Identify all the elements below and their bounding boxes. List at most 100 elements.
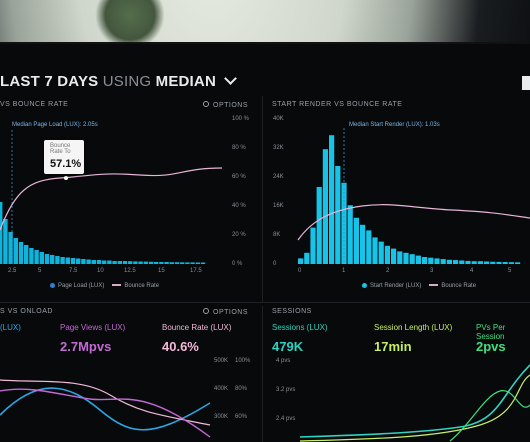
x-tick-pageload: 17.5 [190, 268, 202, 274]
header-median: MEDIAN [155, 73, 216, 90]
y-tick-startrender: 8K [273, 232, 281, 238]
tooltip-label: Bounce Rate To [50, 143, 71, 155]
pageload-bar [96, 260, 102, 264]
date-range-selector[interactable]: LAST 7 DAYS USING MEDIAN [0, 72, 238, 90]
startrender-bar [459, 260, 465, 264]
options-button-left[interactable]: OPTIONS [203, 101, 248, 109]
chevron-down-icon[interactable] [224, 72, 238, 85]
y-tick-bounce: 40 % [232, 203, 246, 209]
x-tick-pageload: 15 [158, 268, 165, 274]
legend-line-label: Bounce Rate [441, 283, 477, 289]
pageload-bar [143, 261, 148, 264]
panel-title-sessions: SESSIONS [272, 308, 312, 315]
tick-b-2: 60% [235, 414, 248, 420]
startrender-bar [515, 262, 521, 264]
pageload-bar [195, 262, 200, 264]
startrender-bar [298, 258, 304, 264]
header-using: USING [102, 73, 152, 90]
metric-label-bounce: Bounce Rate (LUX) [162, 323, 232, 332]
startrender-bar [378, 241, 384, 264]
sessions-line-green [299, 364, 530, 438]
pageload-bar [102, 260, 107, 264]
startrender-bar [353, 217, 359, 264]
pageload-bar [0, 202, 3, 264]
bounce-rate-line-right [297, 204, 530, 241]
pageload-bar [81, 259, 86, 264]
y-tick-bounce: 60 % [232, 174, 246, 180]
startrender-bar [335, 166, 341, 264]
pageload-bar [70, 258, 76, 264]
pageload-bar [117, 261, 122, 264]
pageload-bar [13, 238, 18, 264]
tick-a-0: 500K [214, 358, 229, 364]
panel-title-startrender: START RENDER VS BOUNCE RATE [272, 101, 403, 108]
onload-line-blue [0, 387, 211, 431]
pageload-bar [44, 254, 50, 264]
gear-icon [203, 308, 209, 314]
pageload-bar [112, 261, 117, 264]
tooltip-point [64, 176, 68, 180]
startrender-bar [502, 262, 508, 264]
tick-pvs-0: 4 pvs [276, 358, 291, 364]
panel-divider-v2 [262, 306, 263, 442]
x-tick-pageload: 12.5 [124, 268, 136, 274]
y-tick-startrender: 0 [273, 261, 277, 267]
options-button-left-bottom[interactable]: OPTIONS [203, 308, 248, 316]
startrender-bar [434, 258, 440, 264]
startrender-bar [496, 261, 502, 264]
legend-right: Start Render (LUX) Bounce Rate [362, 282, 476, 289]
metric-label-sessions: Sessions (LUX) [272, 323, 328, 332]
x-tick-pageload: 7.5 [69, 268, 78, 274]
pageload-bar [128, 261, 133, 264]
metric-label-pageviews: Page Views (LUX) [60, 323, 126, 332]
panel-divider-v [262, 96, 263, 302]
x-tick-startrender: 4 [470, 268, 474, 274]
y-tick-bounce: 80 % [232, 145, 246, 151]
pageload-bar [29, 248, 34, 264]
x-tick-pageload: 10 [97, 268, 104, 274]
startrender-bar [477, 261, 483, 264]
x-tick-startrender: 2 [386, 268, 390, 274]
legend-line-icon [429, 284, 439, 286]
legend-line-label: Bounce Rate [124, 283, 160, 289]
pageload-bar [174, 262, 180, 264]
pageload-bar [180, 262, 185, 264]
options-label: OPTIONS [213, 309, 249, 316]
metric-value-sessions: 479K [272, 339, 304, 354]
pageload-bar [86, 259, 91, 264]
tick-b-1: 80% [235, 386, 248, 392]
startrender-bar [403, 252, 409, 264]
startrender-bar [422, 257, 428, 264]
metric-value-pageviews: 2.7Mpvs [60, 339, 112, 354]
bounce-tooltip: Bounce Rate To 57.1% [44, 140, 84, 174]
pageload-bar [148, 261, 154, 264]
pageload-bar [133, 261, 138, 264]
pageload-bar [138, 261, 143, 264]
monitor-screen [0, 42, 530, 442]
legend-left: Page Load (LUX) Bounce Rate [50, 282, 159, 289]
tick-a-2: 300K [214, 414, 229, 420]
legend-bars-label: Start Render (LUX) [370, 283, 422, 289]
sessions-trend-chart [299, 364, 530, 442]
startrender-bar [490, 261, 496, 264]
header-days: 7 DAYS [44, 73, 99, 90]
pageload-bar [122, 261, 128, 264]
y-tick-bounce: 100 % [232, 116, 250, 122]
startrender-bar [384, 245, 390, 264]
pageload-bar [185, 262, 190, 264]
pageload-bar [39, 252, 44, 264]
metric-value-pvs: 2pvs [476, 339, 506, 354]
startrender-bar [415, 255, 421, 264]
metric-value-bounce: 40.6% [162, 339, 199, 354]
pageload-bar [65, 257, 70, 264]
pageload-bar [60, 257, 65, 264]
legend-bars-label: Page Load (LUX) [58, 283, 105, 289]
metric-label-0: (LUX) [0, 323, 21, 332]
panel-title-bounce: VS BOUNCE RATE [0, 101, 69, 108]
pageload-chart [0, 130, 223, 264]
startrender-bar [440, 259, 446, 264]
pageload-bar [18, 242, 24, 264]
pageload-bar [91, 260, 96, 264]
pageload-bar [34, 250, 39, 264]
